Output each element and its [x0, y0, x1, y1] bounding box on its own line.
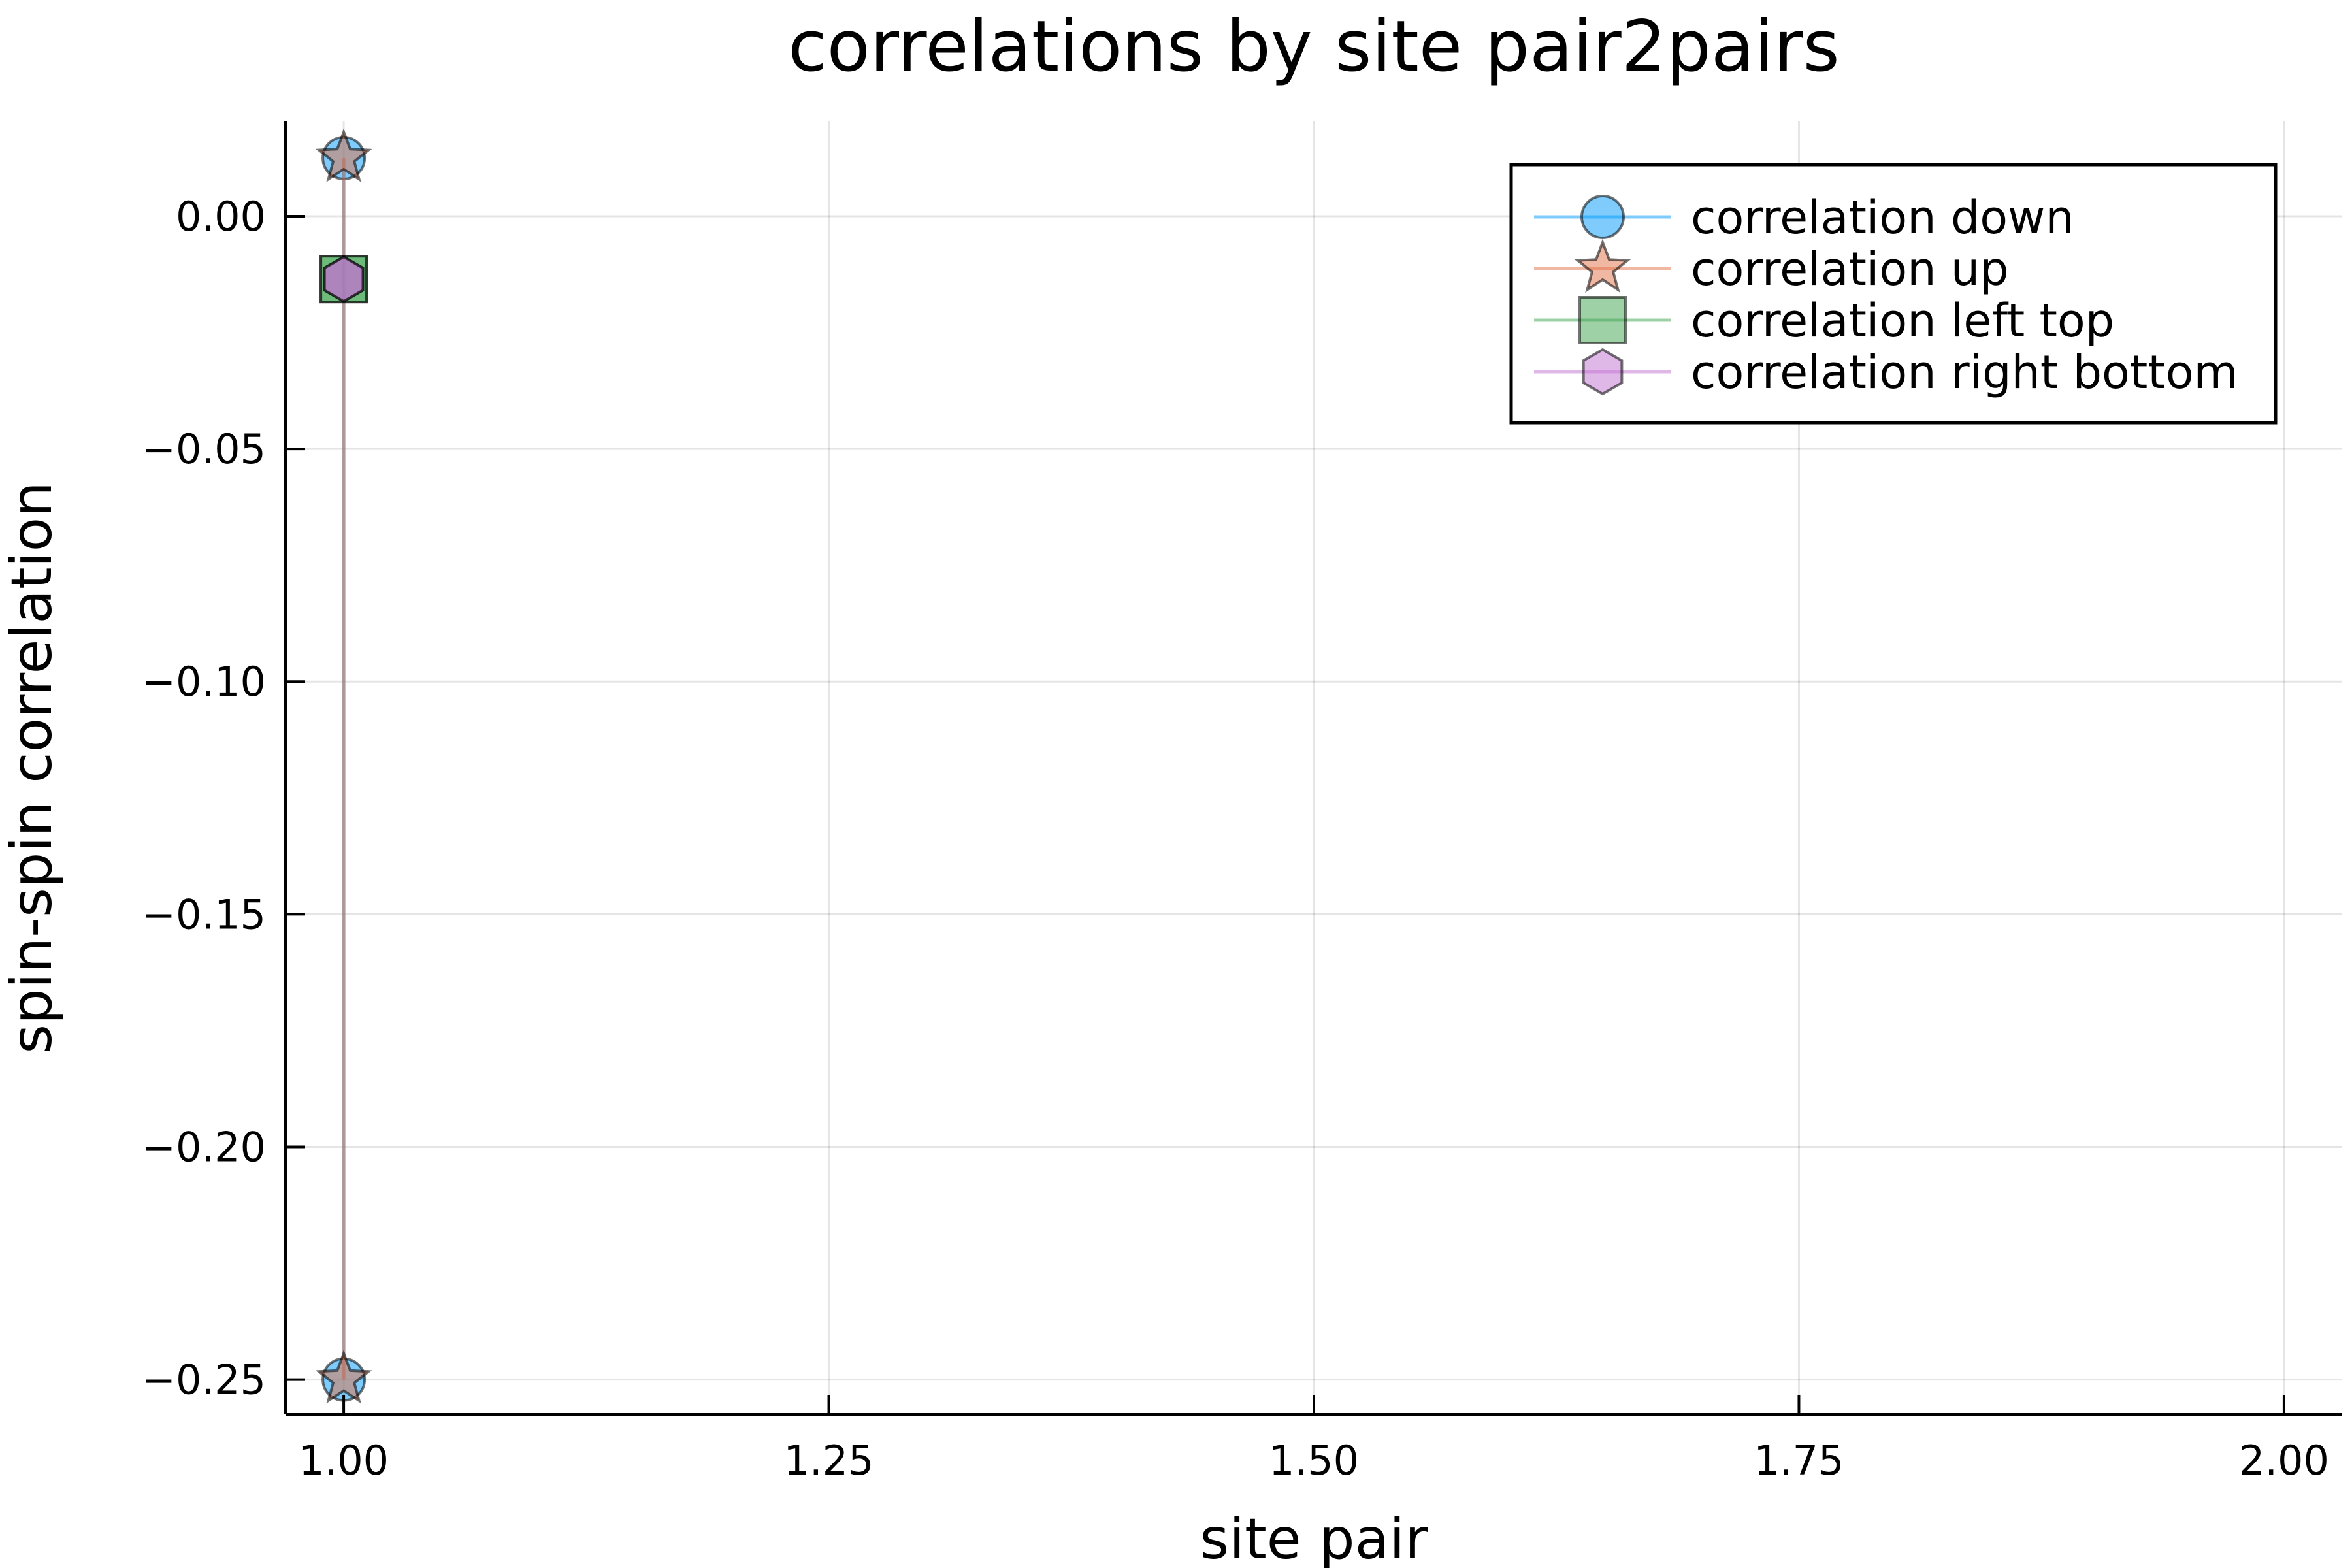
legend-entry: correlation left top	[1534, 294, 2114, 348]
legend-marker-square	[1578, 296, 1627, 344]
legend-label: correlation right bottom	[1691, 346, 2238, 399]
chart-title: correlations by site pair2pairs	[788, 6, 1840, 88]
series-correlation-up	[315, 128, 372, 1404]
y-tick-label: −0.05	[142, 425, 266, 473]
x-tick-label: 1.25	[784, 1437, 874, 1484]
x-tick-label: 2.00	[2239, 1437, 2329, 1484]
y-tick-label: −0.25	[142, 1356, 266, 1404]
series-correlation-right-bottom	[323, 255, 365, 303]
legend-label: correlation up	[1691, 242, 2009, 296]
legend-marker-hexagon	[1582, 348, 1624, 396]
data-point-hexagon	[323, 255, 365, 303]
plot-area	[315, 128, 372, 1404]
y-tick-label: 0.00	[176, 193, 266, 240]
legend-marker-star	[1574, 238, 1631, 293]
grid-lines	[286, 121, 2342, 1414]
data-point-star	[315, 128, 372, 182]
x-tick-label: 1.50	[1269, 1437, 1359, 1484]
legend-label: correlation down	[1691, 191, 2074, 244]
y-axis-label: spin-spin correlation	[0, 482, 65, 1053]
legend-marker-circle	[1580, 195, 1625, 239]
legend-label: correlation left top	[1691, 294, 2114, 348]
x-axis-label: site pair	[1200, 1507, 1428, 1568]
y-tick-label: −0.20	[142, 1123, 266, 1171]
legend-entry: correlation up	[1534, 238, 2009, 296]
legend-box	[1509, 163, 2278, 425]
y-tick-label: −0.10	[142, 658, 266, 706]
y-tick-label: −0.15	[142, 890, 266, 938]
axes: 1.00 1.25 1.50 1.75 2.00 0.00 −0.05 −0.10 −0.15 −…	[142, 121, 2342, 1484]
data-point-star	[315, 1349, 372, 1404]
legend-entry: correlation right bottom	[1534, 346, 2238, 399]
x-tick-label: 1.75	[1754, 1437, 1844, 1484]
x-tick-label: 1.00	[299, 1437, 389, 1484]
legend-entry: correlation down	[1534, 191, 2074, 244]
